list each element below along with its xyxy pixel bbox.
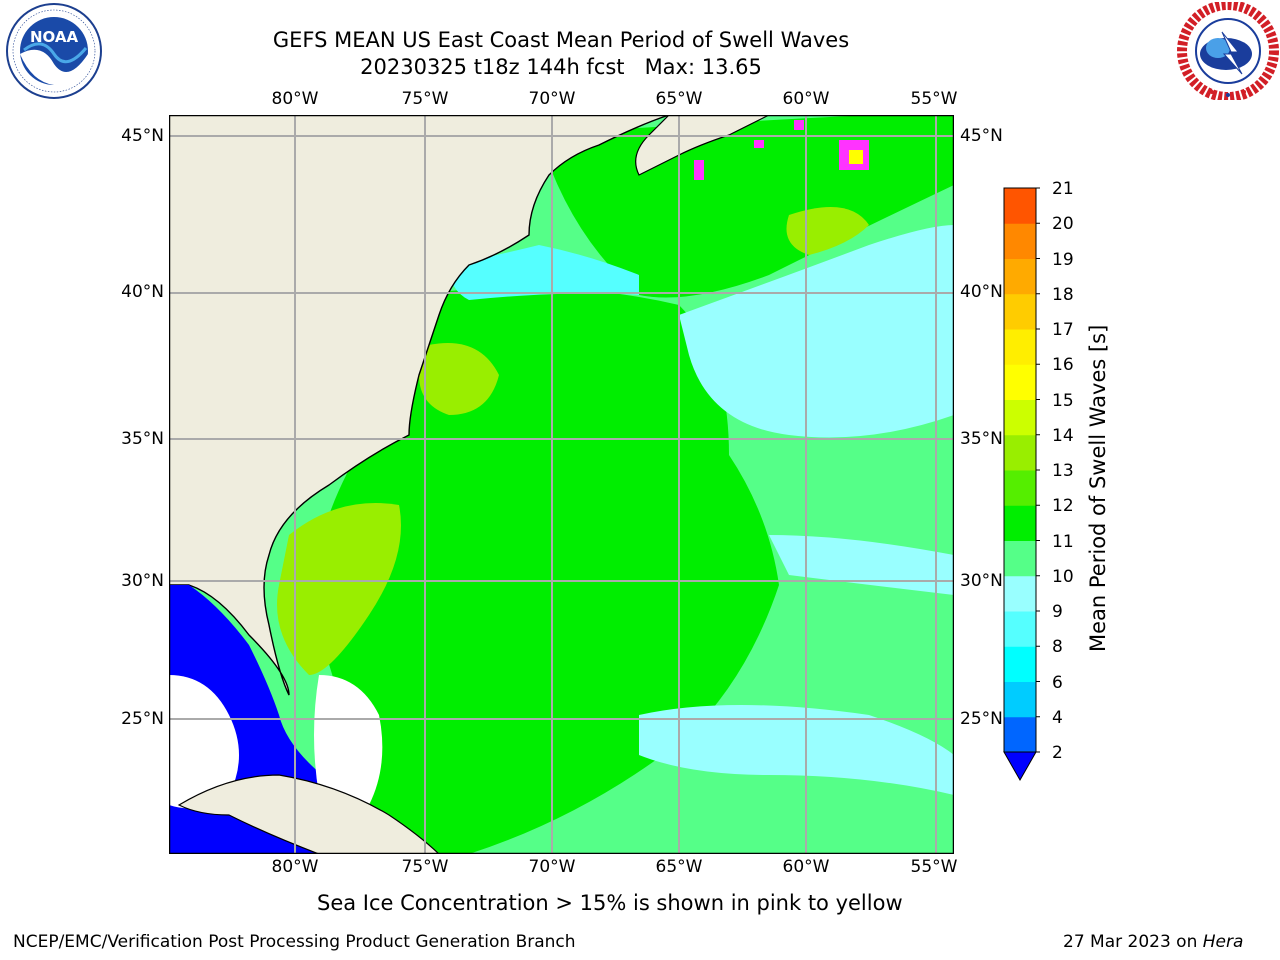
lon-label-top: 70°W: [528, 89, 576, 109]
colorbar-segment: [1004, 293, 1036, 330]
lat-label-right: 35°N: [960, 429, 1003, 449]
lat-label-right: 30°N: [960, 571, 1003, 591]
colorbar-tick-label: 15: [1052, 390, 1074, 411]
colorbar-segment: [1004, 258, 1036, 295]
lat-label-left: 35°N: [121, 429, 164, 449]
lon-label-bottom: 80°W: [271, 857, 319, 877]
lon-label-top: 75°W: [401, 89, 449, 109]
period-8-9s-south: [639, 705, 954, 795]
colorbar-segment: [1004, 188, 1036, 224]
period-12s-midatlantic: [419, 343, 499, 415]
lat-label-left: 30°N: [121, 571, 164, 591]
missing-data-bahamas: [314, 675, 383, 809]
colorbar-segment: [1004, 470, 1036, 506]
colorbar-tick-label: 19: [1052, 249, 1074, 270]
colorbar-segment: [1004, 611, 1036, 647]
lon-label-bottom: 70°W: [528, 857, 576, 877]
colorbar-segment: [1004, 434, 1036, 471]
lat-label-left: 45°N: [121, 126, 164, 146]
lat-label-left: 25°N: [121, 709, 164, 729]
colorbar-segment: [1004, 364, 1036, 400]
missing-data-gulf: [169, 675, 239, 809]
colorbar-tick-label: 16: [1052, 355, 1074, 376]
footer-date: 27 Mar 2023 on Hera: [1063, 932, 1243, 952]
colorbar-labels: 2 4 6 8 9 10 11 12 13 14 15 16 17 18 19 20 21: [1052, 178, 1112, 778]
lat-label-right: 40°N: [960, 282, 1003, 302]
footer-date-text: 27 Mar 2023 on: [1063, 932, 1203, 952]
map-border: [169, 115, 954, 854]
sea-ice-mark: [754, 140, 764, 148]
colorbar-tick-label: 21: [1052, 179, 1074, 199]
colorbar-tick-label: 17: [1052, 320, 1074, 340]
colorbar-segment: [1004, 223, 1036, 259]
lon-label-bottom: 60°W: [782, 857, 830, 877]
colorbar-tick-label: 10: [1052, 566, 1074, 587]
footer-host: Hera: [1202, 932, 1244, 952]
colorbar-extend-arrow: [1003, 751, 1037, 782]
colorbar-segment: [1004, 399, 1036, 436]
lat-label-right: 25°N: [960, 709, 1003, 729]
colorbar: [1003, 187, 1040, 782]
colorbar-tick-label: 18: [1052, 284, 1074, 305]
colorbar-tick-label: 11: [1052, 531, 1074, 552]
footer-credit: NCEP/EMC/Verification Post Processing Pr…: [13, 932, 576, 952]
period-8-9s-northeast: [679, 225, 954, 438]
map-panel: [169, 115, 954, 854]
colorbar-tick-label: 13: [1052, 461, 1074, 481]
colorbar-segment: [1004, 540, 1036, 577]
noaa-logo-text: NOAA: [30, 28, 79, 46]
colorbar-segment: [1004, 716, 1036, 753]
colorbar-tick-label: 8: [1052, 637, 1063, 658]
noaa-logo-icon: NOAA: [6, 3, 102, 99]
colorbar-segment: [1004, 505, 1036, 541]
colorbar-tick-label: 4: [1052, 707, 1063, 728]
sea-ice-mark: [694, 160, 704, 180]
lon-label-top: 80°W: [271, 89, 319, 109]
colorbar-tick-label: 2: [1052, 743, 1063, 763]
nws-logo-icon: [1177, 2, 1279, 100]
colorbar-tick-label: 14: [1052, 425, 1074, 446]
lon-label-bottom: 55°W: [910, 857, 958, 877]
lon-label-bottom: 75°W: [401, 857, 449, 877]
lon-label-top: 65°W: [655, 89, 703, 109]
sea-ice-note: Sea Ice Concentration > 15% is shown in …: [317, 891, 903, 915]
colorbar-title: Mean Period of Swell Waves [s]: [1086, 324, 1110, 652]
period-6-8s-nearshore: [449, 245, 639, 300]
colorbar-tick-label: 9: [1052, 602, 1063, 622]
colorbar-segment: [1004, 575, 1036, 612]
lon-label-top: 55°W: [910, 89, 958, 109]
chart-subtitle: 20230325 t18z 144h fcst Max: 13.65: [360, 55, 762, 79]
cuba-land: [177, 774, 440, 854]
colorbar-segment: [1004, 329, 1036, 365]
chart-title: GEFS MEAN US East Coast Mean Period of S…: [272, 28, 850, 52]
period-12s-carolina: [277, 503, 401, 675]
colorbar-tick-label: 6: [1052, 672, 1063, 693]
sea-ice-mark: [794, 120, 804, 130]
lat-label-right: 45°N: [960, 126, 1003, 146]
lat-label-left: 40°N: [121, 282, 164, 302]
colorbar-segment: [1004, 681, 1036, 718]
lon-label-bottom: 65°W: [655, 857, 703, 877]
colorbar-segment: [1004, 646, 1036, 682]
period-12s-northeast: [786, 207, 869, 255]
colorbar-tick-label: 12: [1052, 496, 1074, 517]
map-gridlines: [169, 115, 954, 854]
lon-label-top: 60°W: [782, 89, 830, 109]
sea-ice-mark: [849, 150, 863, 164]
colorbar-tick-label: 20: [1052, 214, 1074, 235]
